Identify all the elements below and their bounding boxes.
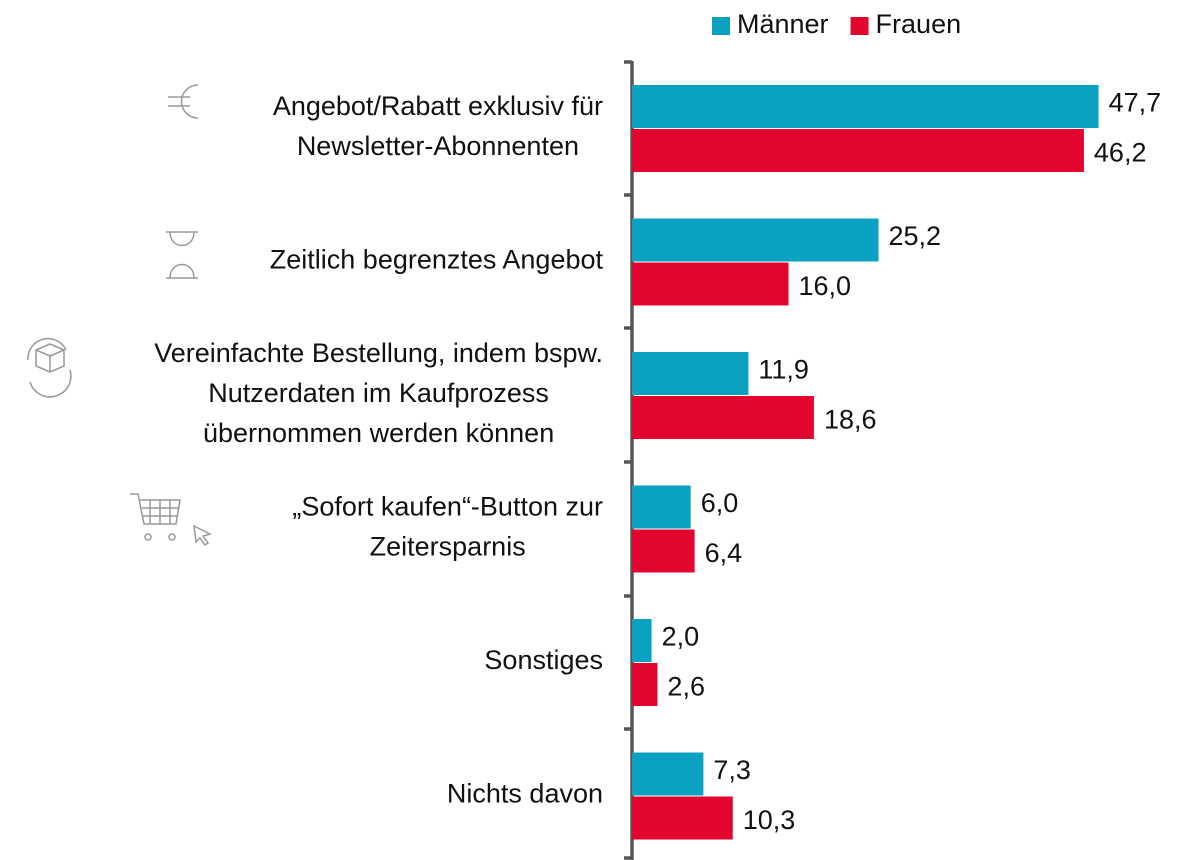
- value-label: 2,6: [667, 672, 705, 702]
- icons: [27, 84, 213, 547]
- value-label: 47,7: [1109, 88, 1162, 118]
- value-label: 6,0: [701, 488, 739, 518]
- category-label: Angebot/Rabatt exklusiv für Newsletter-Ab…: [273, 91, 603, 161]
- bar: [632, 796, 733, 840]
- value-label: 6,4: [705, 538, 743, 568]
- value-label: 7,3: [713, 755, 751, 785]
- bar: [632, 129, 1084, 172]
- bar: [632, 262, 789, 306]
- value-label: 16,0: [799, 271, 852, 301]
- bar: [632, 352, 749, 395]
- bar: [632, 85, 1099, 128]
- legend-label: Frauen: [876, 9, 962, 39]
- bar: [632, 752, 704, 796]
- category-label: Zeitlich begrenztes Angebot: [270, 245, 604, 275]
- value-label: 2,0: [662, 622, 700, 652]
- bar: [632, 218, 879, 262]
- legend-label: Männer: [737, 9, 829, 39]
- value-label: 10,3: [743, 805, 796, 835]
- bar: [632, 529, 695, 573]
- bar: [632, 396, 814, 439]
- category-label: Vereinfachte Bestellung, indem bspw. Nutz…: [154, 338, 603, 448]
- reorder-icon: [27, 337, 72, 398]
- category-label: Nichts davon: [447, 779, 603, 809]
- category-label: „Sofort kaufen“-Button zur Zeitersparnis: [292, 492, 603, 562]
- bar: [632, 619, 652, 662]
- hourglass-icon: [166, 231, 198, 279]
- legend-swatch: [712, 17, 730, 35]
- value-label: 11,9: [758, 355, 809, 385]
- bar: [632, 485, 691, 529]
- value-label: 25,2: [889, 221, 942, 251]
- value-label: 18,6: [824, 405, 877, 435]
- cart-icon: [130, 493, 213, 547]
- value-label: 46,2: [1094, 138, 1147, 168]
- euro-icon: [168, 84, 199, 119]
- category-label: Sonstiges: [484, 645, 603, 675]
- legend-swatch: [850, 17, 869, 35]
- axis: [624, 60, 634, 860]
- bar: [632, 663, 658, 706]
